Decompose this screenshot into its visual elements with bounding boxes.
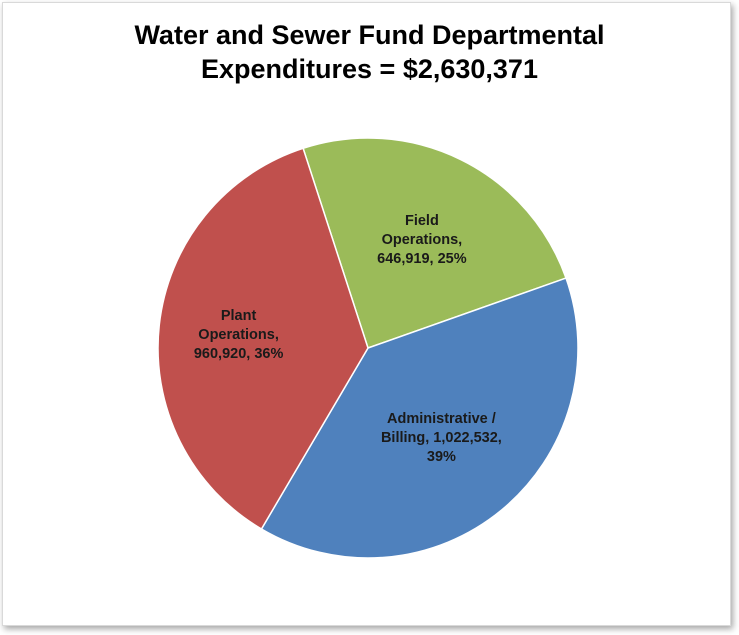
pie-label-line: 646,919, 25% [377, 251, 467, 267]
pie-label-line: Operations, [382, 232, 463, 248]
pie-label-field-operations: Field Operations, 646,919, 25% [377, 213, 467, 267]
pie-label-line: 39% [427, 449, 456, 465]
chart-title-line-1: Water and Sewer Fund Departmental [134, 20, 605, 50]
pie-slice-field-operations [302, 137, 567, 349]
pie-label-line: Plant [221, 308, 257, 324]
chart-title-line-2: Expenditures = $2,630,371 [201, 54, 538, 84]
pie-label-line: 960,920, 36% [194, 346, 284, 362]
pie-slice-plant-operations [157, 147, 369, 530]
pie-label-plant-operations: Plant Operations, 960,920, 36% [194, 308, 284, 362]
pie-label-administrative-billing: Administrative / Billing, 1,022,532, 39% [381, 411, 502, 465]
chart-title: Water and Sewer Fund Departmental Expend… [0, 18, 739, 86]
pie-label-line: Field [405, 213, 439, 229]
pie-slice-administrative-billing [260, 277, 579, 559]
pie-label-line: Billing, 1,022,532, [381, 430, 502, 446]
pie-label-line: Operations, [198, 327, 279, 343]
pie-label-line: Administrative / [387, 411, 496, 427]
